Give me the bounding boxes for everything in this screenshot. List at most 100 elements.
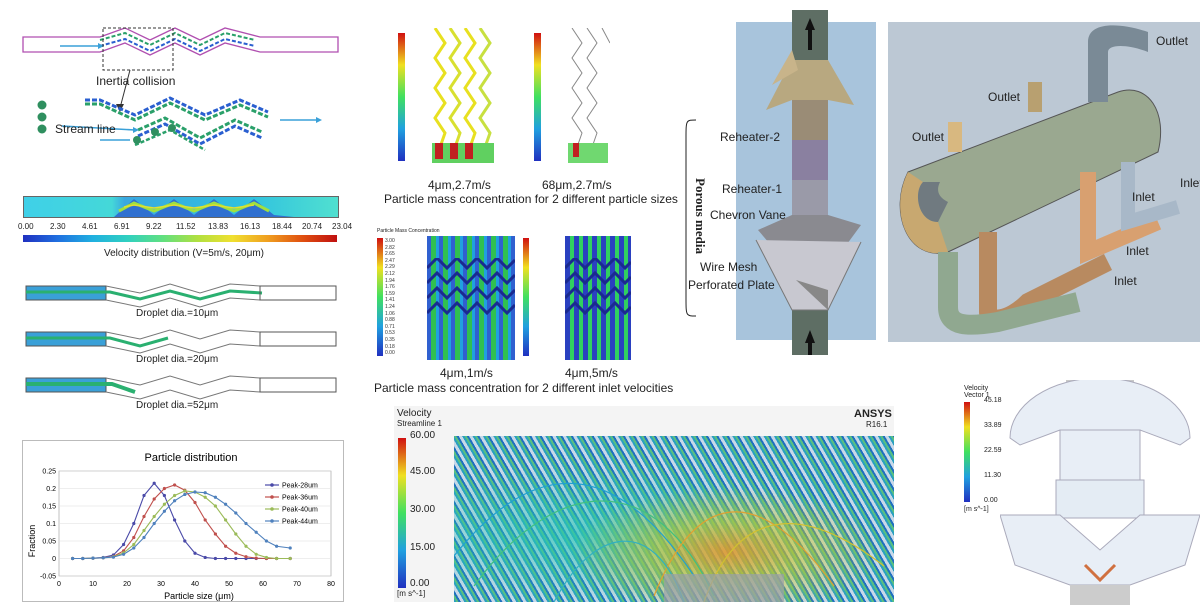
data-point xyxy=(162,509,166,513)
legend-marker xyxy=(270,519,274,523)
panel-vessel-model: Outlet Outlet Outlet Inlet Inlet Inlet I… xyxy=(888,22,1200,342)
velocity-colorbar-c xyxy=(398,438,406,588)
inlet-label-3: Inlet xyxy=(1126,244,1149,258)
velocity-caption: Velocity distribution (V=5m/s, 20μm) xyxy=(104,248,264,259)
velocity-tick-c: 45.00 xyxy=(410,466,436,477)
data-point xyxy=(203,495,207,499)
data-point xyxy=(213,495,217,499)
vector-field-geometry xyxy=(1000,380,1200,605)
data-point xyxy=(71,556,75,561)
velocity-comparison-plots: Particle Mass Concentration 3.00 2.82 2.65… xyxy=(375,228,645,368)
section-geometry xyxy=(755,10,862,355)
colorbar-tick: 2.65 xyxy=(385,251,395,258)
x-tick-label: 0 xyxy=(57,581,61,588)
chart-svg: Particle distribution Fraction Particle … xyxy=(27,452,335,601)
data-point xyxy=(244,555,248,559)
velocity-colorbar-f xyxy=(964,402,970,502)
data-point xyxy=(142,493,146,498)
data-point xyxy=(193,500,197,505)
velocity-unit-f: [m s^-1] xyxy=(964,506,989,513)
stream-line-label: Stream line xyxy=(55,122,116,136)
x-tick-label: 40 xyxy=(191,581,199,588)
colorbar-tick: 0.53 xyxy=(385,330,395,337)
chart-ylabel: Fraction xyxy=(27,525,37,558)
velocity-tick-c: 15.00 xyxy=(410,542,436,553)
data-point xyxy=(244,521,248,526)
data-point xyxy=(244,544,248,548)
x-tick-label: 70 xyxy=(293,581,301,588)
colorbar-1 xyxy=(377,238,383,356)
panel-concentration: 4μm,2.7m/s 68μm,2.7m/s Particle mass con… xyxy=(370,0,678,400)
velocity-unit-c: [m s^-1] xyxy=(397,589,426,598)
colorbar-tick: 1.94 xyxy=(385,277,395,284)
data-point xyxy=(193,551,197,555)
colorbar-tick: 0.35 xyxy=(385,336,395,343)
data-point xyxy=(193,490,197,494)
data-point xyxy=(162,493,166,498)
velocity-tick-f: 11.30 xyxy=(984,472,1001,479)
streamline-subtitle: Streamline 1 xyxy=(397,419,442,428)
colorbar-tick: 0.00 xyxy=(385,350,395,357)
legend-label: Peak-44um xyxy=(282,519,318,526)
colorbar-tick: 0.71 xyxy=(385,323,395,330)
reheater-2-label: Reheater-2 xyxy=(720,130,781,144)
colorbar-title: Particle Mass Concentration xyxy=(377,228,440,234)
particle-distribution-chart: Particle distribution Fraction Particle … xyxy=(22,440,344,602)
velocity-tick-c: 0.00 xyxy=(410,578,430,589)
droplet-caption-20: Droplet dia.=20μm xyxy=(136,354,219,365)
panel-ansys-streamlines: Velocity Streamline 1 60.00 45.00 30.00 … xyxy=(394,406,894,602)
velocity-label-5ms: 4μm,5m/s xyxy=(565,366,618,380)
y-tick-label: 0.15 xyxy=(42,504,56,511)
chevron-vane-label: Chevron Vane xyxy=(710,208,786,222)
porous-bracket xyxy=(685,119,697,317)
legend-marker xyxy=(270,507,274,511)
vector-subtitle: Vector 1 xyxy=(964,392,990,399)
chart-xlabel: Particle size (μm) xyxy=(164,591,234,601)
ansys-brand: ANSYS xyxy=(854,408,892,420)
data-point xyxy=(183,492,187,497)
colorbar-2 xyxy=(523,238,529,356)
colorbar-tick: 1.06 xyxy=(385,310,395,317)
panel-porous-media: Porous media Reheater-2 Reheater-1 Chevr… xyxy=(660,0,882,360)
droplet-caption-10: Droplet dia.=10μm xyxy=(136,308,219,319)
data-point xyxy=(275,544,279,548)
data-point xyxy=(142,528,146,533)
data-point xyxy=(224,544,228,548)
inertia-collision-label: Inertia collision xyxy=(96,74,176,88)
velocity-tick-f: 22.59 xyxy=(984,447,1002,454)
inlet-label-2: Inlet xyxy=(1132,190,1155,204)
data-point xyxy=(152,497,156,501)
data-point xyxy=(162,502,166,506)
colorbar-tick: 2.47 xyxy=(385,257,395,264)
droplet-caption-52: Droplet dia.=52μm xyxy=(136,400,219,411)
velocity-tick: 11.52 xyxy=(176,222,196,231)
data-point xyxy=(162,486,166,491)
data-point xyxy=(142,514,146,519)
data-point xyxy=(224,518,228,522)
data-point xyxy=(152,514,156,519)
data-point xyxy=(132,521,136,526)
streamline-curves xyxy=(454,482,885,602)
velocity-tick: 9.22 xyxy=(146,222,162,231)
data-point xyxy=(254,556,258,560)
chart-series xyxy=(71,481,292,561)
data-point xyxy=(213,504,217,508)
data-point xyxy=(288,546,292,550)
data-point xyxy=(203,555,207,560)
outlet-label-3: Outlet xyxy=(912,130,945,144)
data-point xyxy=(132,542,136,547)
contour-plot-1ms xyxy=(427,236,515,360)
velocity-title-c: Velocity xyxy=(397,408,432,419)
outlet-label-1: Outlet xyxy=(1156,34,1189,48)
colorbar-tick: 2.82 xyxy=(385,244,395,251)
outlet-label-2: Outlet xyxy=(988,90,1021,104)
x-tick-label: 60 xyxy=(259,581,267,588)
velocity-tick-c: 60.00 xyxy=(410,430,436,441)
reheater-1-label: Reheater-1 xyxy=(722,182,783,196)
velocity-tick-f: 45.18 xyxy=(984,397,1002,404)
perforated-plate-label: Perforated Plate xyxy=(688,278,775,292)
velocity-colorbar xyxy=(23,235,337,242)
velocity-tick: 6.91 xyxy=(114,222,130,231)
chart-title: Particle distribution xyxy=(145,452,238,464)
velocity-tick: 23.04 xyxy=(332,222,353,231)
